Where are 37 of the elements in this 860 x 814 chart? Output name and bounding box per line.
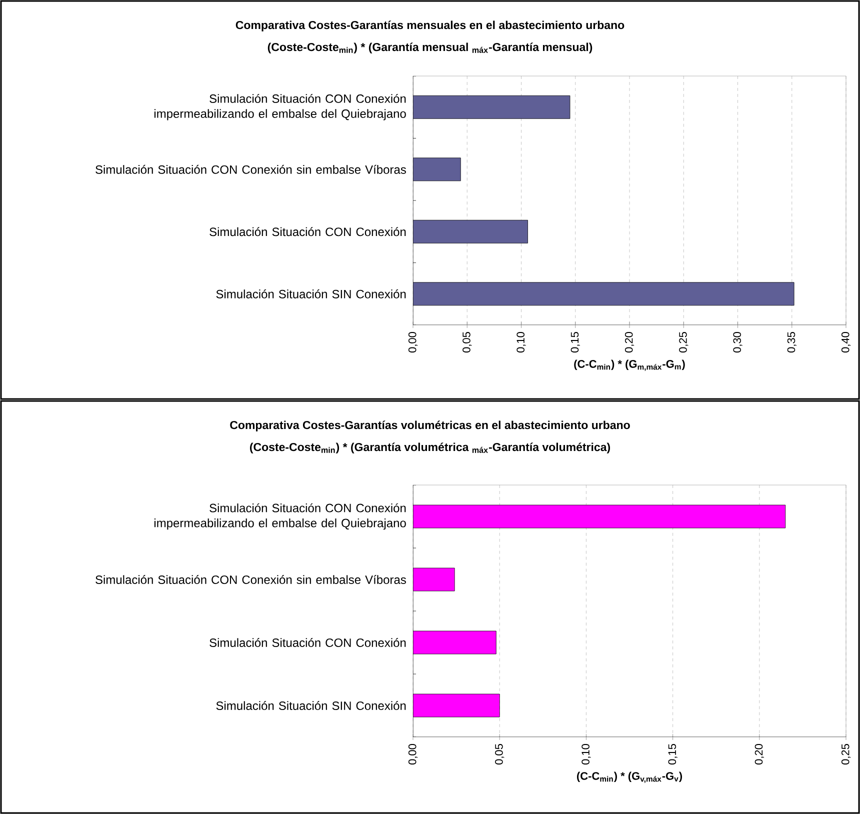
bar	[413, 158, 461, 182]
bar	[413, 504, 786, 528]
bar	[413, 568, 455, 592]
x-tick-label: 0,05	[462, 332, 472, 352]
y-tick-label: Simulación Situación CON Conexión sin embalse Víboras	[96, 164, 406, 174]
y-tick-label: Simulación Situación CON Conexión	[210, 227, 406, 236]
bar	[413, 630, 496, 654]
y-tick-label: Simulación Situación CON Conexión impermeabilizando el embalse del Quiebrajano	[154, 94, 406, 120]
chart-title: Comparativa Costes-Garantías volumétricas en el abastecimiento urbano	[230, 420, 630, 432]
x-tick-label: 0,00	[408, 332, 418, 352]
x-tick-label: 0,25	[841, 744, 851, 765]
chart-subtitle: (Coste-Coste$_{min}$) * (Garantía volumétrica $_{máx}$-Garantía volumétrica)	[250, 442, 610, 454]
x-axis-title: (C-C$_{min}$) * (G$_{m,máx}$-G$_{m}$)	[574, 360, 685, 371]
x-axis-title: (C-C$_{min}$) * (G$_{v,máx}$-G$_{v}$)	[577, 772, 682, 783]
y-tick-label: Simulación Situación CON Conexión	[210, 638, 406, 647]
x-tick-label: 0,20	[624, 332, 634, 352]
bar	[413, 694, 500, 718]
x-tick-label: 0,10	[516, 332, 526, 352]
x-tick-label: 0,30	[733, 332, 742, 352]
x-tick-label: 0,00	[408, 744, 418, 765]
bar	[413, 282, 794, 306]
x-tick-label: 0,10	[582, 744, 591, 765]
x-tick-label: 0,15	[570, 332, 580, 352]
x-tick-label: 0,20	[754, 744, 764, 765]
y-tick-label: Simulación Situación CON Conexión sin embalse Víboras	[96, 575, 406, 584]
chart-subtitle: (Coste-Coste$_{min}$) * (Garantía mensual $_{máx}$-Garantía mensual)	[268, 42, 592, 54]
x-tick-label: 0,40	[841, 332, 851, 352]
bar	[413, 95, 570, 119]
x-tick-label: 0,35	[787, 332, 796, 352]
x-tick-label: 0,05	[495, 744, 504, 765]
y-tick-label: Simulación Situación SIN Conexión	[216, 289, 406, 298]
x-tick-label: 0,25	[679, 332, 688, 352]
y-tick-label: Simulación Situación SIN Conexión	[216, 701, 406, 710]
chart-title: Comparativa Costes-Garantías mensuales en el abastecimiento urbano	[236, 20, 624, 32]
bar	[413, 220, 528, 244]
y-tick-label: Simulación Situación CON Conexión impermeabilizando el embalse del Quiebrajano	[154, 503, 406, 530]
x-tick-label: 0,15	[668, 744, 678, 765]
